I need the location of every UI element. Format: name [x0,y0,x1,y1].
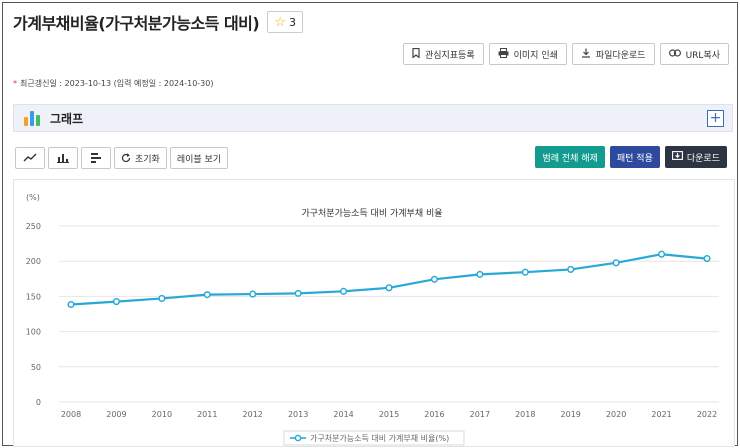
x-tick-label: 2019 [561,410,581,419]
data-point[interactable] [612,259,620,267]
x-tick-label: 2022 [697,410,717,419]
x-tick-label: 2009 [106,410,126,419]
bar-chart-icon [24,110,42,126]
data-point[interactable] [203,291,211,299]
x-tick-label: 2017 [470,410,490,419]
file-download-button[interactable]: 파일다운로드 [571,43,655,65]
show-labels-label: 레이블 보기 [176,154,222,165]
line-chart-button[interactable] [15,147,45,169]
horizontal-bar-icon [90,153,102,163]
show-labels-button[interactable]: 레이블 보기 [169,147,229,169]
legend-box[interactable] [283,430,465,446]
chart-options-toolbar: 범례 전체 해제 패턴 적용 다운로드 [535,146,727,168]
required-mark: * [13,79,17,88]
register-indicator-button[interactable]: 관심지표등록 [402,43,484,65]
y-tick-label: 200 [26,257,41,266]
y-tick-label: 0 [36,398,41,407]
link-icon [668,48,681,60]
copy-url-button[interactable]: URL복사 [659,43,729,65]
x-tick-label: 2011 [197,410,217,419]
x-tick-label: 2010 [152,410,172,419]
data-point[interactable] [476,270,484,278]
y-tick-label: 250 [26,222,41,231]
y-tick-label: 100 [26,328,41,337]
y-axis-unit: (%) [26,193,40,202]
refresh-icon [121,153,131,163]
vertical-bar-icon [57,153,69,163]
data-point[interactable] [112,298,120,306]
title-row: 가계부채비율(가구처분가능소득 대비) ☆ 3 [13,11,304,33]
y-tick-label: 150 [26,292,41,301]
page-title: 가계부채비율(가구처분가능소득 대비) [13,14,260,33]
x-tick-label: 2015 [379,410,399,419]
legend-label: 가구처분가능소득 대비 가계부채 비율(%) [310,433,449,443]
x-tick-label: 2020 [606,410,626,419]
copy-url-label: URL복사 [685,50,720,61]
download-icon [581,48,591,61]
x-tick-label: 2016 [424,410,444,419]
chart-type-toolbar: 초기화 레이블 보기 [15,147,229,169]
data-point[interactable] [658,250,666,258]
data-point[interactable] [158,294,166,302]
series-line [70,253,708,306]
graph-section-title: 그래프 [50,111,84,126]
action-toolbar: 관심지표등록 이미지 인쇄 파일다운로드 URL복사 [402,43,729,65]
update-info: * 최근갱신일 : 2023-10-13 (입력 예정일 : 2024-10-30… [13,78,213,89]
data-point[interactable] [567,265,575,273]
chart-download-button[interactable]: 다운로드 [664,146,727,168]
download-box-icon [671,151,683,163]
x-tick-label: 2018 [515,410,535,419]
line-chart-icon [23,153,37,163]
data-point[interactable] [430,275,438,283]
file-download-label: 파일다운로드 [595,50,646,61]
bookmark-icon [412,47,420,61]
line-chart: (%) 가구처분가능소득 대비 가계부채 비율 0 50 100 150 200 250 2… [26,193,719,446]
horizontal-bar-button[interactable] [81,147,111,169]
data-point[interactable] [294,289,302,297]
legend-toggle-button[interactable]: 범례 전체 해제 [535,146,605,168]
y-tick-label: 50 [31,363,41,372]
expand-button[interactable]: + [707,110,724,127]
x-tick-label: 2008 [61,410,81,419]
data-point[interactable] [249,290,257,298]
x-tick-label: 2013 [288,410,308,419]
favorite-count: 3 [289,15,297,29]
print-image-label: 이미지 인쇄 [513,50,558,61]
reset-label: 초기화 [135,154,160,165]
x-tick-label: 2012 [243,410,263,419]
chart-container: (%) 가구처분가능소득 대비 가계부채 비율 0 50 100 150 200 250 2… [13,179,735,447]
data-point[interactable] [340,287,348,295]
chart-download-label: 다운로드 [686,153,720,164]
data-point[interactable] [385,284,393,292]
print-image-button[interactable]: 이미지 인쇄 [488,43,567,65]
chart-title: 가구처분가능소득 대비 가계부채 비율 [301,207,442,219]
graph-section-header: 그래프 + [13,104,733,132]
reset-button[interactable]: 초기화 [114,147,167,169]
register-indicator-label: 관심지표등록 [424,50,475,61]
x-tick-label: 2021 [651,410,671,419]
data-point[interactable] [703,255,711,263]
legend-marker [294,434,302,442]
data-point[interactable] [67,300,75,309]
pattern-apply-button[interactable]: 패턴 적용 [609,146,660,168]
star-icon: ☆ [274,14,287,30]
bar-chart-button[interactable] [48,147,78,169]
favorite-button[interactable]: ☆ 3 [267,11,304,33]
chart-legend[interactable]: 가구처분가능소득 대비 가계부채 비율(%) [283,430,465,446]
x-tick-label: 2014 [333,410,353,419]
update-info-text: 최근갱신일 : 2023-10-13 (입력 예정일 : 2024-10-30) [20,79,214,88]
data-point[interactable] [521,268,529,276]
print-icon [498,47,509,61]
